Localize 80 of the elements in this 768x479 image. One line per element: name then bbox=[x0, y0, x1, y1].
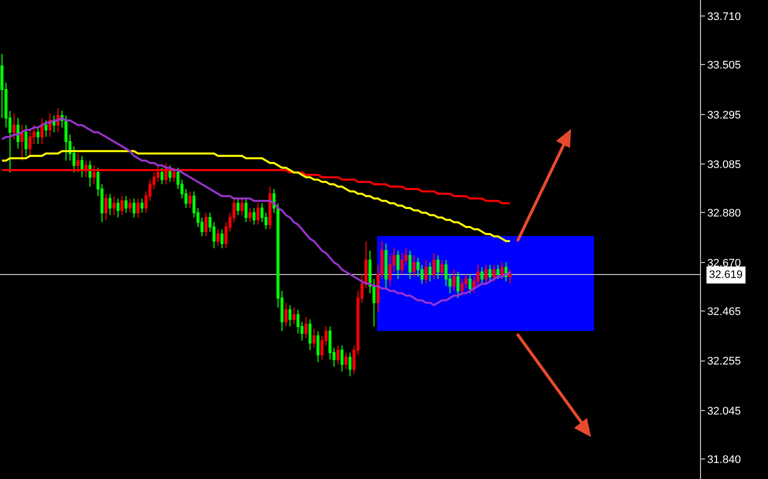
candlestick bbox=[508, 269, 512, 284]
y-tick-label: 32.880 bbox=[707, 208, 741, 220]
candlestick bbox=[396, 250, 400, 280]
candlestick bbox=[24, 124, 28, 156]
candlestick bbox=[460, 278, 464, 296]
candlestick bbox=[480, 266, 484, 284]
candlestick bbox=[44, 120, 48, 138]
candlestick bbox=[468, 274, 472, 294]
candlestick bbox=[308, 318, 312, 351]
ref-line-label: 32.619 bbox=[709, 269, 743, 281]
y-tick-label: 31.840 bbox=[707, 454, 741, 466]
candlestick bbox=[340, 344, 344, 372]
candlestick bbox=[120, 196, 124, 216]
candlestick bbox=[140, 198, 144, 214]
candlestick bbox=[36, 126, 40, 145]
candlestick bbox=[312, 328, 316, 348]
candlestick bbox=[12, 112, 16, 140]
candlestick bbox=[132, 198, 136, 218]
candlestick bbox=[424, 260, 428, 284]
candlestick bbox=[16, 117, 20, 150]
y-tick-label: 33.085 bbox=[707, 159, 741, 172]
candlestick bbox=[128, 198, 132, 214]
candlestick bbox=[456, 271, 460, 299]
candlestick bbox=[316, 330, 320, 362]
candlestick bbox=[160, 167, 164, 185]
candlestick bbox=[368, 250, 372, 294]
candlestick bbox=[88, 160, 92, 188]
candlestick bbox=[492, 264, 496, 282]
line-series bbox=[1, 116, 511, 306]
y-tick-label: 33.295 bbox=[707, 109, 741, 122]
candlestick bbox=[488, 264, 492, 282]
candlestick bbox=[216, 228, 220, 246]
candlestick bbox=[284, 302, 288, 327]
candlestick bbox=[40, 117, 44, 145]
candlestick bbox=[268, 186, 272, 230]
y-tick-label: 33.710 bbox=[707, 10, 741, 23]
candlestick bbox=[240, 198, 244, 216]
y-tick-label: 32.465 bbox=[707, 306, 741, 318]
candlestick bbox=[400, 252, 404, 275]
candlestick bbox=[496, 264, 500, 280]
candlestick bbox=[348, 352, 352, 377]
candlestick bbox=[384, 243, 388, 290]
line-series bbox=[1, 150, 511, 242]
candlestick bbox=[432, 252, 436, 280]
candlestick bbox=[304, 316, 308, 339]
candlestick bbox=[80, 155, 84, 178]
candlestick bbox=[112, 196, 116, 216]
y-tick-label: 33.505 bbox=[707, 60, 741, 72]
candlestick bbox=[28, 129, 32, 156]
candlestick bbox=[336, 344, 340, 365]
candlestick bbox=[248, 207, 252, 223]
candlestick bbox=[292, 306, 296, 325]
candlestick bbox=[20, 124, 24, 162]
candlestick bbox=[136, 198, 140, 218]
candlestick bbox=[440, 260, 444, 278]
candlestick bbox=[236, 198, 240, 216]
candlestick bbox=[408, 250, 412, 280]
candlestick bbox=[452, 269, 456, 292]
candlestick bbox=[64, 115, 68, 162]
candlestick bbox=[220, 228, 224, 249]
candlestick bbox=[372, 278, 376, 327]
candlestick bbox=[252, 207, 256, 226]
candlestick bbox=[244, 198, 248, 223]
candlestick bbox=[108, 193, 112, 216]
candlestick bbox=[104, 193, 108, 220]
candlestick bbox=[428, 262, 432, 282]
candlestick bbox=[256, 202, 260, 226]
candlestick bbox=[484, 264, 488, 284]
y-tick-label: 32.045 bbox=[707, 405, 741, 418]
candlestick bbox=[344, 352, 348, 370]
candlestick bbox=[288, 304, 292, 327]
candlestick bbox=[124, 196, 128, 214]
candlestick bbox=[188, 190, 192, 208]
candlestick bbox=[204, 212, 208, 237]
candlestick bbox=[412, 254, 416, 278]
y-tick-label: 32.670 bbox=[707, 257, 741, 270]
candlestick bbox=[500, 262, 504, 280]
candlestick bbox=[116, 198, 120, 218]
y-tick-label: 32.255 bbox=[707, 356, 741, 368]
candlestick bbox=[436, 254, 440, 280]
